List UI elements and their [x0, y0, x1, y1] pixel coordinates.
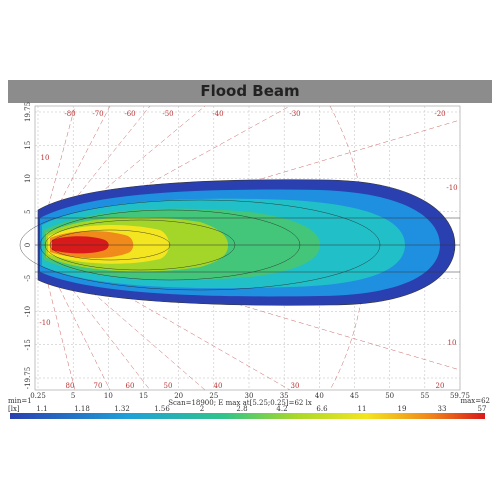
x-tick-label: 0.25	[30, 392, 46, 400]
angle-label: 10	[448, 339, 457, 347]
angle-label: -70	[92, 110, 103, 118]
title-bar	[8, 80, 492, 103]
legend-level: 2	[200, 405, 204, 413]
x-tick-label: 50	[385, 392, 394, 400]
legend-level: 1.1	[36, 405, 47, 413]
guide-lines	[35, 217, 460, 273]
angle-label: -10	[39, 319, 50, 327]
angle-label: 40	[214, 382, 223, 390]
legend-level: 1.18	[74, 405, 90, 413]
colorbar	[10, 413, 485, 419]
x-tick-label: 35	[280, 392, 289, 400]
y-tick-label: 10	[24, 174, 32, 183]
y-tick-label: -10	[24, 306, 32, 317]
angle-label: -80	[64, 110, 75, 118]
x-tick-label: 59.75	[450, 392, 470, 400]
angle-label: -20	[434, 110, 445, 118]
x-tick-label: 15	[139, 392, 148, 400]
legend-level: 1.32	[114, 405, 130, 413]
angle-label: -40	[212, 110, 223, 118]
summary: Scan=18900; E max at[5.25;0.25]=62 lx	[168, 399, 312, 407]
legend-level: 11	[358, 405, 367, 413]
legend-level: 33	[438, 405, 447, 413]
y-tick-label: 19.75	[24, 102, 32, 122]
angle-label: -50	[162, 110, 173, 118]
legend-level: 19	[398, 405, 407, 413]
y-tick-label: -19.75	[24, 367, 32, 389]
y-tick-label: -15	[24, 339, 32, 350]
legend-unit: [lx]	[8, 405, 20, 413]
x-tick-label: 25	[209, 392, 218, 400]
y-tick-label: 5	[24, 210, 32, 214]
angle-label: 70	[94, 382, 103, 390]
legend-level: 2.8	[236, 405, 247, 413]
angle-label: -30	[289, 110, 300, 118]
x-tick-label: 40	[315, 392, 324, 400]
title: Flood Beam	[200, 82, 299, 100]
x-tick-label: 5	[71, 392, 75, 400]
angle-label: 50	[164, 382, 173, 390]
x-tick-label: 30	[245, 392, 254, 400]
min-label: min=1	[8, 397, 32, 405]
x-tick-label: 45	[350, 392, 359, 400]
x-tick-label: 10	[104, 392, 113, 400]
x-tick-label: 20	[174, 392, 183, 400]
y-tick-label: -5	[24, 275, 32, 282]
angle-label: 30	[291, 382, 300, 390]
beam	[19, 179, 456, 306]
legend-level: 1.56	[154, 405, 170, 413]
angle-label: 80	[66, 382, 75, 390]
angle-label: 10	[41, 154, 50, 162]
angle-label: 20	[436, 382, 445, 390]
angle-label: -10	[446, 184, 457, 192]
max-label: max=62	[460, 397, 490, 405]
angle-label: -60	[124, 110, 135, 118]
y-tick-label: 0	[24, 243, 32, 247]
y-tick-label: 15	[24, 141, 32, 150]
angle-label: 60	[126, 382, 135, 390]
x-tick-label: 55	[420, 392, 429, 400]
legend-level: 57	[478, 405, 487, 413]
legend-level: 4.2	[276, 405, 287, 413]
legend-level: 6.6	[316, 405, 328, 413]
